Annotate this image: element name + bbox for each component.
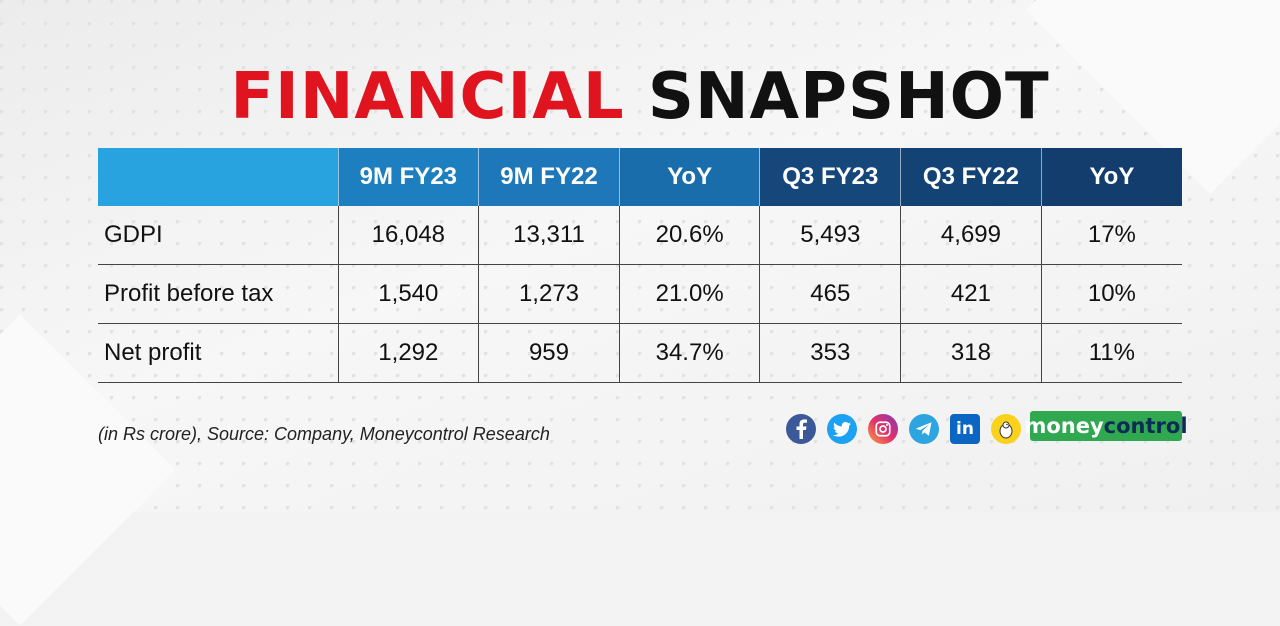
table-cell: 13,311 — [478, 206, 620, 265]
koo-icon[interactable] — [991, 414, 1021, 444]
table-row: GDPI 16,048 13,311 20.6% 5,493 4,699 17% — [98, 206, 1182, 265]
table-header-row: 9M FY23 9M FY22 YoY Q3 FY23 Q3 FY22 YoY — [98, 148, 1182, 206]
header-9m-fy23: 9M FY23 — [338, 148, 480, 206]
page-title: FINANCIAL SNAPSHOT — [0, 62, 1280, 132]
row-label: GDPI — [98, 206, 339, 265]
table-cell: 21.0% — [619, 264, 761, 324]
table-row: Profit before tax 1,540 1,273 21.0% 465 … — [98, 264, 1182, 324]
linkedin-icon[interactable]: in — [950, 414, 980, 444]
header-blank — [98, 148, 339, 206]
table-cell: 16,048 — [338, 206, 480, 265]
logo-text-money: money — [1024, 414, 1104, 438]
table-cell: 34.7% — [619, 323, 761, 383]
table-cell: 959 — [478, 323, 620, 383]
table-cell: 353 — [759, 323, 902, 383]
title-part-red: FINANCIAL — [230, 60, 625, 134]
financial-table: 9M FY23 9M FY22 YoY Q3 FY23 Q3 FY22 YoY … — [98, 148, 1182, 383]
facebook-icon[interactable] — [786, 414, 816, 444]
header-9m-fy22: 9M FY22 — [478, 148, 620, 206]
header-q3-fy22: Q3 FY22 — [900, 148, 1042, 206]
table-cell: 1,540 — [338, 264, 480, 324]
table-cell: 10% — [1041, 264, 1182, 324]
title-part-black: SNAPSHOT — [647, 60, 1050, 134]
social-icons: in — [786, 412, 1021, 446]
table-cell: 17% — [1041, 206, 1182, 265]
header-q3-fy23: Q3 FY23 — [759, 148, 902, 206]
twitter-icon[interactable] — [827, 414, 857, 444]
table-cell: 1,292 — [338, 323, 480, 383]
table-cell: 318 — [900, 323, 1042, 383]
logo-text-control: control — [1103, 414, 1188, 438]
instagram-icon[interactable] — [868, 414, 898, 444]
source-note: (in Rs crore), Source: Company, Moneycon… — [98, 424, 550, 444]
header-yoy-q3: YoY — [1041, 148, 1182, 206]
moneycontrol-logo: money control — [1024, 411, 1188, 441]
row-label: Profit before tax — [98, 264, 339, 324]
table-cell: 465 — [759, 264, 902, 324]
table-row: Net profit 1,292 959 34.7% 353 318 11% — [98, 323, 1182, 383]
table-cell: 1,273 — [478, 264, 620, 324]
table-cell: 20.6% — [619, 206, 761, 265]
table-cell: 11% — [1041, 323, 1182, 383]
row-label: Net profit — [98, 323, 339, 383]
telegram-icon[interactable] — [909, 414, 939, 444]
header-yoy-9m: YoY — [619, 148, 761, 206]
table-cell: 5,493 — [759, 206, 902, 265]
table-cell: 421 — [900, 264, 1042, 324]
table-cell: 4,699 — [900, 206, 1042, 265]
